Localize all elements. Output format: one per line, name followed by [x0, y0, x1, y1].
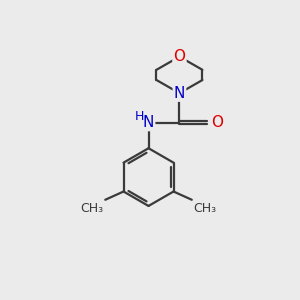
- Text: H: H: [134, 110, 144, 123]
- Text: CH₃: CH₃: [80, 202, 104, 214]
- Text: N: N: [174, 86, 185, 101]
- Text: N: N: [143, 115, 154, 130]
- Text: O: O: [173, 49, 185, 64]
- Text: CH₃: CH₃: [194, 202, 217, 214]
- Text: O: O: [211, 115, 223, 130]
